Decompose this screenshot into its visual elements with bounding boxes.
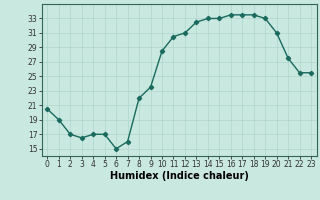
X-axis label: Humidex (Indice chaleur): Humidex (Indice chaleur) <box>110 171 249 181</box>
